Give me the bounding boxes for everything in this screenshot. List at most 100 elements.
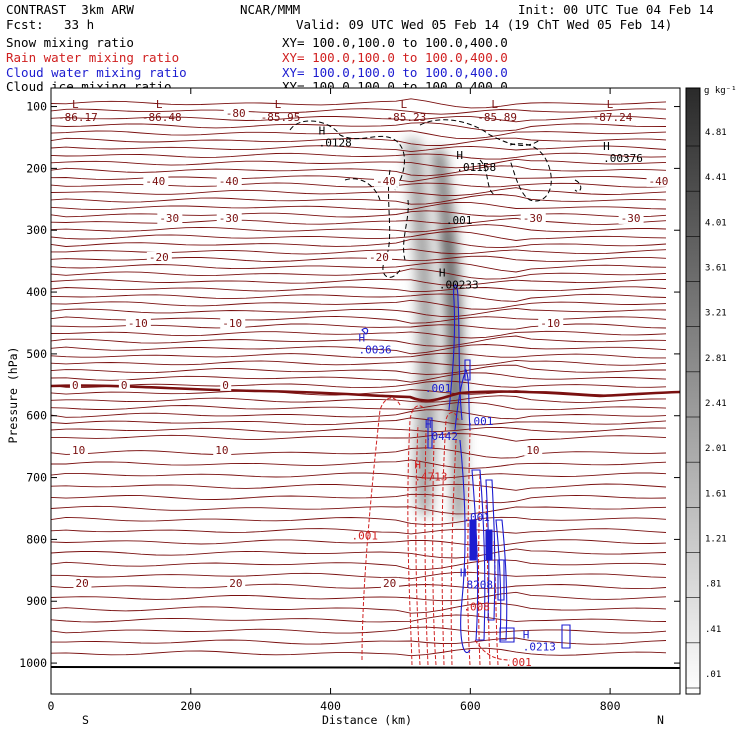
isotherm-line: [51, 647, 667, 657]
y-tick-label: 900: [26, 594, 47, 608]
colorbar-labels: 4.81 4.41 4.01 3.61 3.21 2.81 2.41 2.01 1.61 1.21…: [705, 128, 727, 680]
isotherm-line: [51, 278, 667, 286]
temperature-label-bg: [520, 212, 546, 224]
colorbar: [685, 87, 701, 695]
temperature-label-bg: [125, 318, 151, 330]
isotherm-line: [51, 447, 667, 459]
x-tick-label: 200: [180, 699, 201, 713]
low-value: -85.95: [261, 111, 301, 124]
temperature-label-bg: [220, 379, 232, 391]
temperature-label-bg: [373, 175, 399, 187]
colorbar-label: 4.01: [705, 218, 727, 228]
isotherm-line: [51, 231, 667, 241]
isotherm-line: [51, 637, 667, 645]
rain-water-contours: [361, 397, 511, 666]
x-tick-label: 400: [320, 699, 341, 713]
extremum-value: .00376: [603, 152, 643, 165]
isotherm-line: [51, 364, 666, 375]
isotherm-line: [51, 165, 667, 177]
temperature-label: -10: [128, 317, 148, 330]
extremum-value: .0213: [523, 640, 556, 653]
extremum-marker: H: [425, 418, 432, 431]
field-label-rain: Rain water mixing ratio: [6, 50, 180, 65]
field-label-cloud-water: Cloud water mixing ratio: [6, 65, 187, 80]
temperature-label: 10: [215, 444, 228, 457]
isotherm-line: [51, 614, 667, 623]
temperature-label: -40: [376, 175, 396, 188]
low-value: -86.17: [58, 111, 98, 124]
field-label-snow: Snow mixing ratio: [6, 35, 134, 50]
extremum-value: .8208: [460, 579, 493, 592]
isotherm-line: [51, 315, 667, 324]
colorbar-label: 2.41: [705, 399, 727, 409]
temperature-label: -30: [219, 212, 239, 225]
model-title: CONTRAST 3km ARW: [6, 2, 134, 17]
isotherm-line: [51, 344, 667, 355]
contour-value-label: .008: [463, 601, 490, 614]
isotherm-line: [51, 559, 667, 571]
contour-value-label: .001: [425, 382, 452, 395]
low-marker: L: [275, 98, 282, 111]
extremum-marker: H: [456, 149, 463, 162]
contour-value-label: .001: [463, 511, 490, 524]
field-xy-snow: XY= 100.0,100.0 to 100.0,400.0: [282, 35, 508, 50]
low-value: -85.89: [477, 111, 517, 124]
isotherm-line: [51, 122, 667, 132]
ground-surface-line: [51, 666, 680, 669]
y-tick-label: 1000: [19, 656, 47, 670]
temperature-label: 20: [383, 577, 396, 590]
temperature-label-bg: [69, 379, 81, 391]
isotherm-line: [51, 158, 667, 169]
temperature-label: -40: [145, 175, 165, 188]
extremum-value: .0128: [319, 136, 352, 149]
temperature-label-bg: [538, 318, 564, 330]
temperature-label: -40: [219, 175, 239, 188]
isotherm-line: [51, 583, 667, 590]
temperature-label: -10: [540, 317, 560, 330]
colorbar-steps: [686, 145, 700, 689]
isotherm-line: [51, 493, 667, 504]
y-tick-label: 500: [26, 347, 47, 361]
low-marker: L: [156, 98, 163, 111]
temperature-label-bg: [227, 577, 246, 589]
colorbar-label: 1.21: [705, 535, 727, 545]
colorbar-unit: g kg⁻¹: [704, 86, 737, 96]
extremum-marker: H: [523, 628, 530, 641]
temperature-label-bg: [618, 212, 644, 224]
valid-time: Valid: 09 UTC Wed 05 Feb 14 (19 ChT Wed …: [296, 17, 673, 32]
y-tick-label: 100: [26, 100, 47, 114]
isotherm-line: [51, 307, 667, 317]
isotherm-line: [51, 571, 667, 580]
temperature-label-bg: [73, 577, 92, 589]
isotherm-line: [51, 238, 667, 249]
temperature-labels: -80 -40 -40 -40 -40 -30 -30 -30 -30 -20 -20 -10 -10 -…: [69, 107, 672, 590]
isotherm-line: [51, 426, 667, 433]
temperature-label-bg: [118, 379, 130, 391]
isotherm-line: [51, 187, 667, 196]
low-marker: L: [72, 98, 79, 111]
temperature-label: 10: [526, 444, 539, 457]
colorbar-label: .41: [705, 625, 721, 635]
contour-value-label: .001: [505, 656, 532, 669]
plot-area: [51, 88, 680, 694]
isotherm-line: [51, 108, 667, 115]
y-axis-title: Pressure (hPa): [6, 347, 20, 444]
temperature-label-bg: [146, 251, 172, 263]
isotherm-line: [51, 261, 667, 273]
y-tick-label: 700: [26, 471, 47, 485]
colorbar-label: .01: [705, 670, 721, 680]
extremum-marker: H: [319, 124, 326, 137]
isotherm-line: [51, 359, 667, 367]
temperature-label: -40: [649, 175, 669, 188]
temperature-label: -30: [523, 212, 543, 225]
field-xy-rain: XY= 100.0,100.0 to 100.0,400.0: [282, 50, 508, 65]
low-value: -87.24: [593, 111, 633, 124]
colorbar-label: 3.61: [705, 264, 727, 274]
low-marker: L: [491, 98, 498, 111]
isotherm-line: [51, 401, 667, 411]
x-axis: 0 200 400 600 800: [48, 88, 621, 713]
colorbar-label: 4.41: [705, 173, 727, 183]
temperature-label: -20: [149, 251, 169, 264]
extremum-marker: H: [603, 140, 610, 153]
